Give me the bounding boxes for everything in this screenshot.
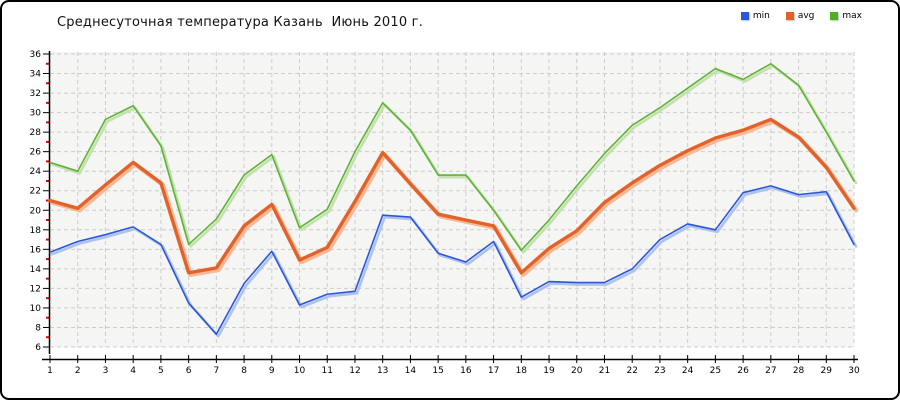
svg-text:14: 14 xyxy=(30,265,42,275)
svg-text:11: 11 xyxy=(322,366,333,376)
legend-item-avg: avg xyxy=(785,11,815,21)
legend-max-swatch xyxy=(830,12,839,20)
svg-text:5: 5 xyxy=(158,366,164,376)
svg-text:1: 1 xyxy=(47,366,53,376)
svg-text:28: 28 xyxy=(30,128,42,138)
svg-text:12: 12 xyxy=(30,284,41,294)
svg-text:6: 6 xyxy=(35,343,41,353)
svg-text:30: 30 xyxy=(848,366,860,376)
legend-item-min: min xyxy=(740,11,770,21)
svg-text:28: 28 xyxy=(793,366,805,376)
legend-min-label: min xyxy=(752,11,770,21)
svg-text:20: 20 xyxy=(571,366,583,376)
svg-text:19: 19 xyxy=(543,366,555,376)
svg-text:17: 17 xyxy=(488,366,499,376)
svg-text:8: 8 xyxy=(35,323,41,333)
svg-text:14: 14 xyxy=(405,366,417,376)
svg-text:3: 3 xyxy=(103,366,109,376)
chart-title: Среднесуточная температура Казань Июнь 2… xyxy=(57,15,424,30)
svg-text:27: 27 xyxy=(765,366,776,376)
svg-text:22: 22 xyxy=(626,366,637,376)
legend: min avg max xyxy=(740,11,862,21)
svg-text:2: 2 xyxy=(75,366,81,376)
svg-text:20: 20 xyxy=(30,206,42,216)
svg-text:25: 25 xyxy=(710,366,721,376)
svg-text:30: 30 xyxy=(30,109,42,119)
svg-text:23: 23 xyxy=(654,366,665,376)
legend-max-label: max xyxy=(842,11,862,21)
svg-text:9: 9 xyxy=(269,366,275,376)
svg-text:4: 4 xyxy=(130,366,136,376)
legend-avg-label: avg xyxy=(797,11,815,21)
svg-text:21: 21 xyxy=(599,366,610,376)
svg-text:6: 6 xyxy=(186,366,192,376)
svg-text:32: 32 xyxy=(30,89,41,99)
svg-text:36: 36 xyxy=(30,50,42,60)
svg-text:26: 26 xyxy=(737,366,749,376)
svg-text:34: 34 xyxy=(30,70,42,80)
svg-text:12: 12 xyxy=(349,366,360,376)
legend-item-max: max xyxy=(830,11,862,21)
svg-text:13: 13 xyxy=(377,366,388,376)
svg-text:22: 22 xyxy=(30,187,41,197)
svg-text:24: 24 xyxy=(30,167,42,177)
svg-text:16: 16 xyxy=(30,245,42,255)
svg-text:26: 26 xyxy=(30,148,42,158)
svg-text:7: 7 xyxy=(213,366,219,376)
svg-text:10: 10 xyxy=(30,304,42,314)
legend-min-swatch xyxy=(740,12,749,20)
legend-avg-swatch xyxy=(785,12,794,20)
svg-text:18: 18 xyxy=(516,366,528,376)
svg-text:15: 15 xyxy=(432,366,443,376)
svg-text:29: 29 xyxy=(821,366,833,376)
svg-text:10: 10 xyxy=(294,366,306,376)
svg-text:16: 16 xyxy=(460,366,472,376)
svg-text:24: 24 xyxy=(682,366,694,376)
svg-text:18: 18 xyxy=(30,226,42,236)
svg-text:8: 8 xyxy=(241,366,247,376)
